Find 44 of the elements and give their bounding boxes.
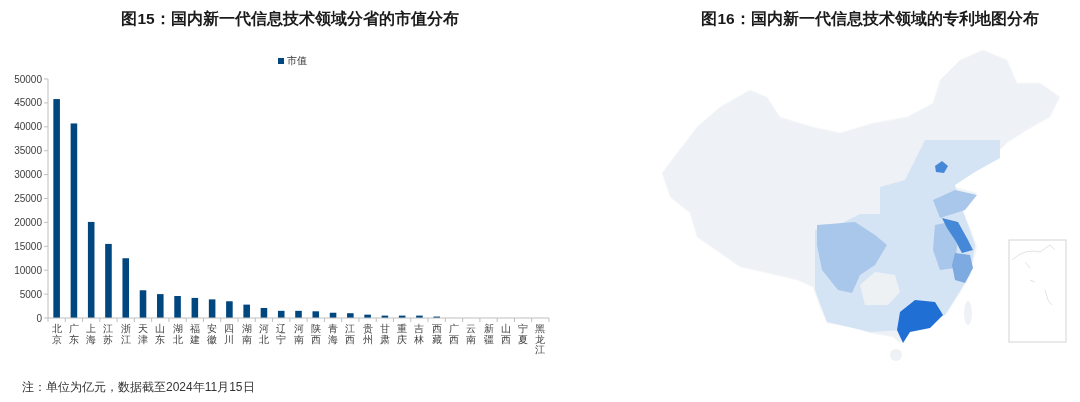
x-tick-label: 广西: [448, 323, 459, 345]
y-tick-label: 30000: [14, 169, 43, 181]
x-tick-label: 甘肃: [379, 323, 390, 345]
y-tick-label: 35000: [14, 145, 43, 157]
x-tick-label: 贵州: [362, 323, 373, 345]
y-tick-label: 0: [36, 312, 43, 324]
y-tick-label: 25000: [14, 193, 43, 204]
chart-title: 图15：国内新一代信息技术领域分省的市值分布: [121, 10, 459, 27]
y-tick-label: 50000: [14, 73, 43, 85]
x-tick-label: 西藏: [431, 323, 442, 345]
x-tick-label: 江西: [345, 323, 356, 345]
legend-label: 市值: [287, 55, 307, 66]
y-tick-label: 45000: [14, 97, 43, 109]
x-tick-label: 安徽: [207, 323, 218, 345]
x-tick-label: 四川: [224, 323, 235, 345]
x-tick-label: 上海: [86, 323, 97, 345]
x-tick-label: 江苏: [103, 323, 114, 345]
x-tick-label: 湖南: [241, 323, 252, 345]
x-tick-label: 湖北: [172, 323, 183, 345]
y-tick-label: 15000: [14, 240, 43, 252]
y-tick-label: 40000: [14, 121, 43, 133]
x-tick-label: 云南: [466, 323, 477, 345]
x-tick-label: 辽宁: [276, 323, 287, 345]
x-tick-label: 新疆: [483, 323, 494, 345]
x-tick-label: 山西: [500, 323, 511, 345]
x-tick-label: 陕西: [310, 323, 321, 345]
text: 注：单位为亿元，数据截至2024年11月15日: [22, 380, 255, 394]
y-tick-label: 20000: [14, 216, 43, 228]
x-tick-label: 福建: [188, 323, 200, 345]
x-tick-label: 青海: [328, 323, 339, 345]
x-tick-label: 重庆: [397, 323, 408, 345]
y-tick-label: 10000: [14, 264, 43, 276]
x-tick-label: 山东: [155, 323, 166, 345]
x-tick-label: 吉林: [413, 323, 425, 345]
y-tick-label: 5000: [19, 288, 43, 300]
x-tick-label: 黑龙江: [535, 323, 546, 355]
x-tick-label: 北京: [51, 323, 62, 345]
x-tick-label: 河南: [293, 323, 304, 345]
x-tick-label: 浙江: [120, 323, 131, 345]
x-tick-label: 宁夏: [518, 323, 529, 345]
text: 图16：国内新一代信息技术领域的专利地图分布: [701, 10, 1039, 27]
x-tick-label: 天津: [138, 323, 149, 345]
x-tick-label: 广东: [68, 323, 79, 345]
x-tick-label: 河北: [258, 323, 269, 345]
